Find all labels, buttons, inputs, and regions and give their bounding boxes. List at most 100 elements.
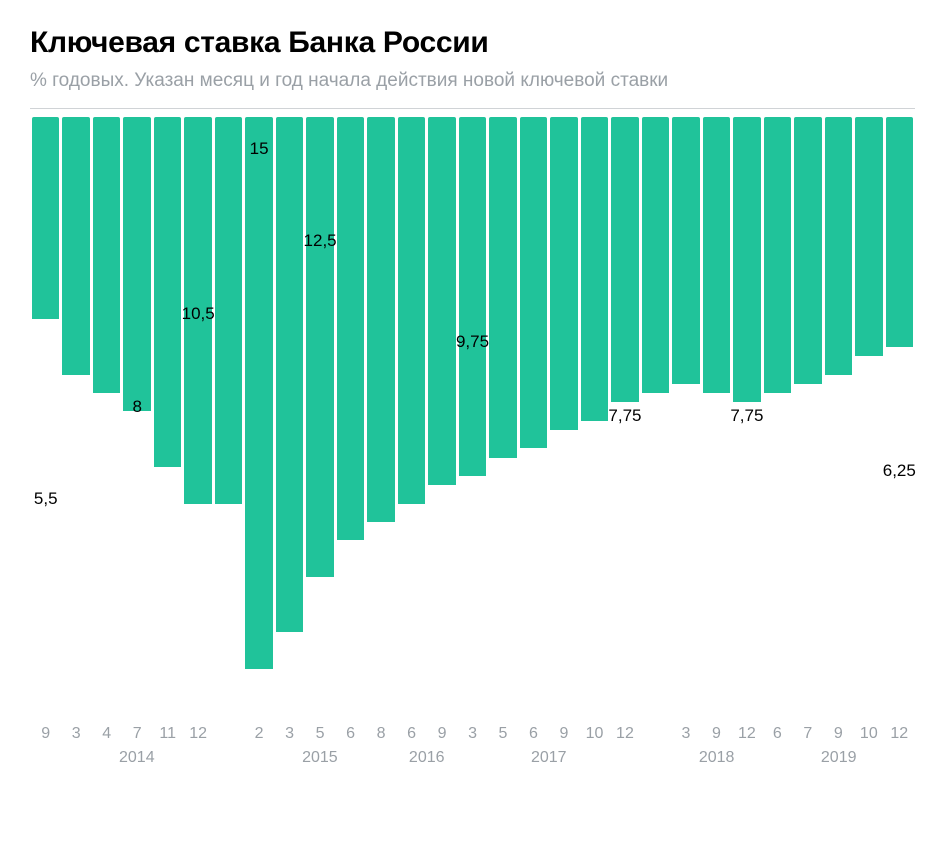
bar-rect [459, 117, 486, 476]
x-month-label: 7 [123, 725, 150, 743]
bar-chart: 5,5810,51512,59,757,757,756,25 934711122… [30, 117, 915, 775]
x-month-label: 9 [703, 725, 730, 743]
x-month-label: 3 [459, 725, 486, 743]
bar-rect [642, 117, 669, 393]
bar: 12,5 [306, 117, 333, 717]
bar-rect [855, 117, 882, 356]
x-month-label: 3 [672, 725, 699, 743]
bar [367, 117, 394, 717]
bar-rect [32, 117, 59, 319]
divider [30, 108, 915, 109]
bar-rect [154, 117, 181, 467]
chart-subtitle: % годовых. Указан месяц и год начала дей… [30, 70, 915, 92]
bar [62, 117, 89, 717]
bar-rect [337, 117, 364, 540]
x-month-label: 6 [337, 725, 364, 743]
x-month-label: 9 [32, 725, 59, 743]
bar-rect [367, 117, 394, 522]
bar: 9,75 [459, 117, 486, 717]
x-axis-months: 9347111223568693569101239126791012 [30, 717, 915, 743]
bar-rect [794, 117, 821, 384]
bar-value-label: 9,75 [456, 332, 489, 352]
bar-value-label: 7,75 [608, 406, 641, 426]
bar [93, 117, 120, 717]
x-month-label: 10 [855, 725, 882, 743]
bar-rect [489, 117, 516, 458]
bar-value-label: 8 [132, 397, 141, 417]
bar-rect [93, 117, 120, 393]
bar-rect [428, 117, 455, 485]
bar: 8 [123, 117, 150, 717]
bar [794, 117, 821, 717]
x-year-label: 2014 [119, 749, 155, 767]
x-year-label: 2015 [302, 749, 338, 767]
x-month-label: 10 [581, 725, 608, 743]
bar [489, 117, 516, 717]
bar-value-label: 15 [250, 139, 269, 159]
x-month-label: 5 [306, 725, 333, 743]
bar-rect [245, 117, 272, 669]
bar [764, 117, 791, 717]
bar-rect [306, 117, 333, 577]
bar [215, 117, 242, 717]
bar [337, 117, 364, 717]
x-month-label: 11 [154, 725, 181, 743]
x-month-label [215, 725, 242, 743]
bar-rect [550, 117, 577, 430]
bar: 10,5 [184, 117, 211, 717]
bar-rect [733, 117, 760, 402]
x-month-label: 12 [733, 725, 760, 743]
bar-rect [581, 117, 608, 421]
bar [520, 117, 547, 717]
x-month-label [642, 725, 669, 743]
bar-rect [611, 117, 638, 402]
x-month-label: 7 [794, 725, 821, 743]
bar [672, 117, 699, 717]
bar-value-label: 5,5 [34, 489, 58, 509]
bar [825, 117, 852, 717]
x-year-label: 2016 [409, 749, 445, 767]
x-month-label: 6 [398, 725, 425, 743]
x-year-label: 2018 [699, 749, 735, 767]
bar [642, 117, 669, 717]
bar [276, 117, 303, 717]
x-month-label: 9 [550, 725, 577, 743]
plot-area: 5,5 8 10,5 15 12,5 9,75 7,75 7,75 6,25 [30, 117, 915, 717]
bar-rect [215, 117, 242, 504]
bar-rect [398, 117, 425, 504]
x-month-label: 4 [93, 725, 120, 743]
x-month-label: 3 [276, 725, 303, 743]
x-month-label: 12 [886, 725, 913, 743]
x-month-label: 6 [764, 725, 791, 743]
x-month-label: 6 [520, 725, 547, 743]
bar-rect [672, 117, 699, 384]
bar: 7,75 [733, 117, 760, 717]
bar-value-label: 6,25 [883, 461, 916, 481]
x-month-label: 8 [367, 725, 394, 743]
bar [428, 117, 455, 717]
bar-rect [520, 117, 547, 448]
x-month-label: 12 [184, 725, 211, 743]
bar [154, 117, 181, 717]
x-month-label: 3 [62, 725, 89, 743]
bar-value-label: 10,5 [182, 304, 215, 324]
bar-value-label: 7,75 [730, 406, 763, 426]
bar: 5,5 [32, 117, 59, 717]
x-month-label: 12 [611, 725, 638, 743]
chart-title: Ключевая ставка Банка России [30, 26, 915, 60]
x-axis-years: 2014 2015 2016 2017 2018 2019 [30, 749, 915, 775]
x-month-label: 9 [428, 725, 455, 743]
x-month-label: 5 [489, 725, 516, 743]
x-year-label: 2019 [821, 749, 857, 767]
bar [703, 117, 730, 717]
x-month-label: 2 [245, 725, 272, 743]
bar: 15 [245, 117, 272, 717]
x-year-label: 2017 [531, 749, 567, 767]
bar-rect [764, 117, 791, 393]
x-month-label: 9 [825, 725, 852, 743]
bar: 7,75 [611, 117, 638, 717]
bar [855, 117, 882, 717]
bar-rect [123, 117, 150, 411]
bar-value-label: 12,5 [304, 231, 337, 251]
bar [550, 117, 577, 717]
